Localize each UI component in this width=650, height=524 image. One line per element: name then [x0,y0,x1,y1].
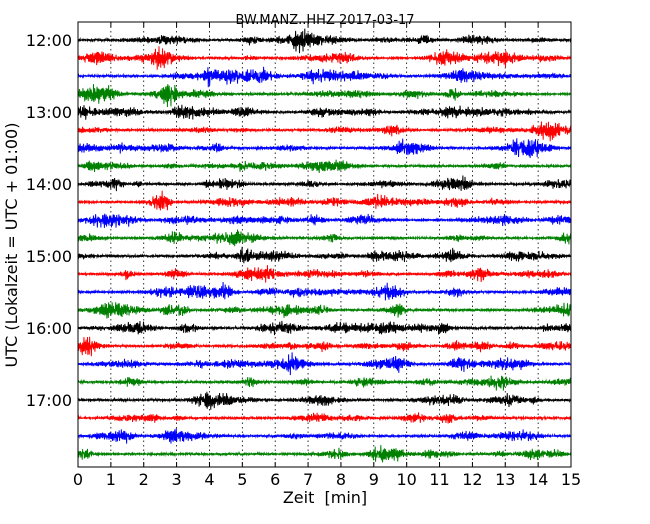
x-tick-label: 15 [561,470,581,489]
x-tick-label: 12 [462,470,482,489]
y-tick-label: 15:00 [26,247,72,266]
x-axis-label: Zeit [min] [283,488,367,507]
x-tick-label: 4 [204,470,214,489]
trace-14:15 [77,190,572,211]
y-tick-label: 16:00 [26,319,72,338]
plot-frame [77,21,572,468]
x-tick-label: 14 [528,470,548,489]
trace-13:00 [77,104,572,120]
y-tick-label: 14:00 [26,175,72,194]
y-tick-label: 17:00 [26,391,72,410]
trace-16:00 [77,320,572,336]
y-axis-label: UTC (Lokalzeit = UTC + 01:00) [2,123,21,368]
trace-15:15 [77,265,572,283]
x-tick-label: 10 [396,470,416,489]
x-tick-label: 13 [495,470,515,489]
trace-15:30 [77,281,572,301]
trace-13:15 [77,121,572,142]
trace-12:45 [77,84,572,107]
trace-17:00 [77,391,572,410]
x-tick-label: 0 [73,470,83,489]
trace-group [77,28,572,463]
trace-15:00 [77,246,572,264]
x-axis: 0 1 2 3 4 5 6 7 8 9 10 11 12 13 14 15 [73,22,581,489]
trace-16:45 [77,375,572,391]
x-tick-label: 2 [139,470,149,489]
x-tick-label: 8 [336,470,346,489]
trace-14:45 [77,229,572,247]
x-tick-label: 11 [429,470,449,489]
trace-17:45 [77,445,572,463]
x-tick-label: 6 [270,470,280,489]
trace-13:45 [77,159,572,174]
y-tick-label: 12:00 [26,31,72,50]
x-tick-label: 7 [303,470,313,489]
chart-title: BW.MANZ..HHZ 2017-03-17 [235,13,414,28]
trace-16:30 [77,352,572,376]
trace-12:15 [77,46,572,70]
y-tick-label: 13:00 [26,103,72,122]
x-tick-label: 1 [106,470,116,489]
trace-17:30 [77,428,572,444]
trace-14:30 [77,213,572,228]
trace-16:15 [77,336,572,357]
x-tick-label: 9 [369,470,379,489]
x-tick-label: 3 [172,470,182,489]
trace-14:00 [77,175,572,192]
trace-13:30 [77,138,572,159]
trace-12:30 [77,66,572,88]
x-tick-label: 5 [237,470,247,489]
trace-15:45 [77,302,572,319]
trace-17:15 [77,412,572,424]
y-axis: 12:00 13:00 14:00 15:00 16:00 17:00 [26,31,571,410]
trace-12:00 [77,28,572,54]
